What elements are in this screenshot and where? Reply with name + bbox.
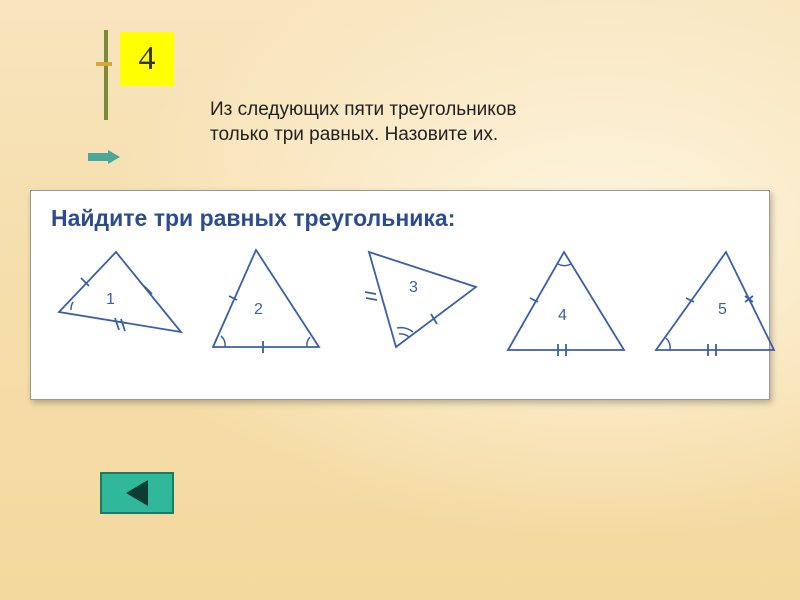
triangles-row: 1 2 3 [51, 242, 749, 367]
triangle-label: 2 [254, 301, 263, 318]
triangle-4: 4 [496, 242, 636, 367]
problem-number-badge: 4 [120, 32, 174, 86]
triangle-label: 4 [558, 307, 567, 324]
triangle-3: 3 [341, 242, 486, 367]
problem-number: 4 [139, 40, 156, 78]
content-title: Найдите три равных треугольника: [51, 205, 749, 232]
triangle-1: 1 [51, 242, 191, 367]
triangle-label: 5 [718, 301, 727, 318]
question-line2: только три равных. Назовите их. [210, 124, 498, 145]
triangle-2: 2 [201, 242, 331, 367]
triangle-label: 1 [106, 291, 115, 308]
back-button[interactable] [100, 472, 174, 514]
question-line1: Из следующих пяти треугольников [210, 99, 516, 120]
back-arrow-icon [126, 480, 148, 506]
triangle-5: 5 [646, 242, 786, 367]
triangle-label: 3 [409, 279, 418, 296]
question-text: Из следующих пяти треугольников только т… [210, 98, 620, 147]
content-box: Найдите три равных треугольника: 1 2 [30, 190, 770, 400]
